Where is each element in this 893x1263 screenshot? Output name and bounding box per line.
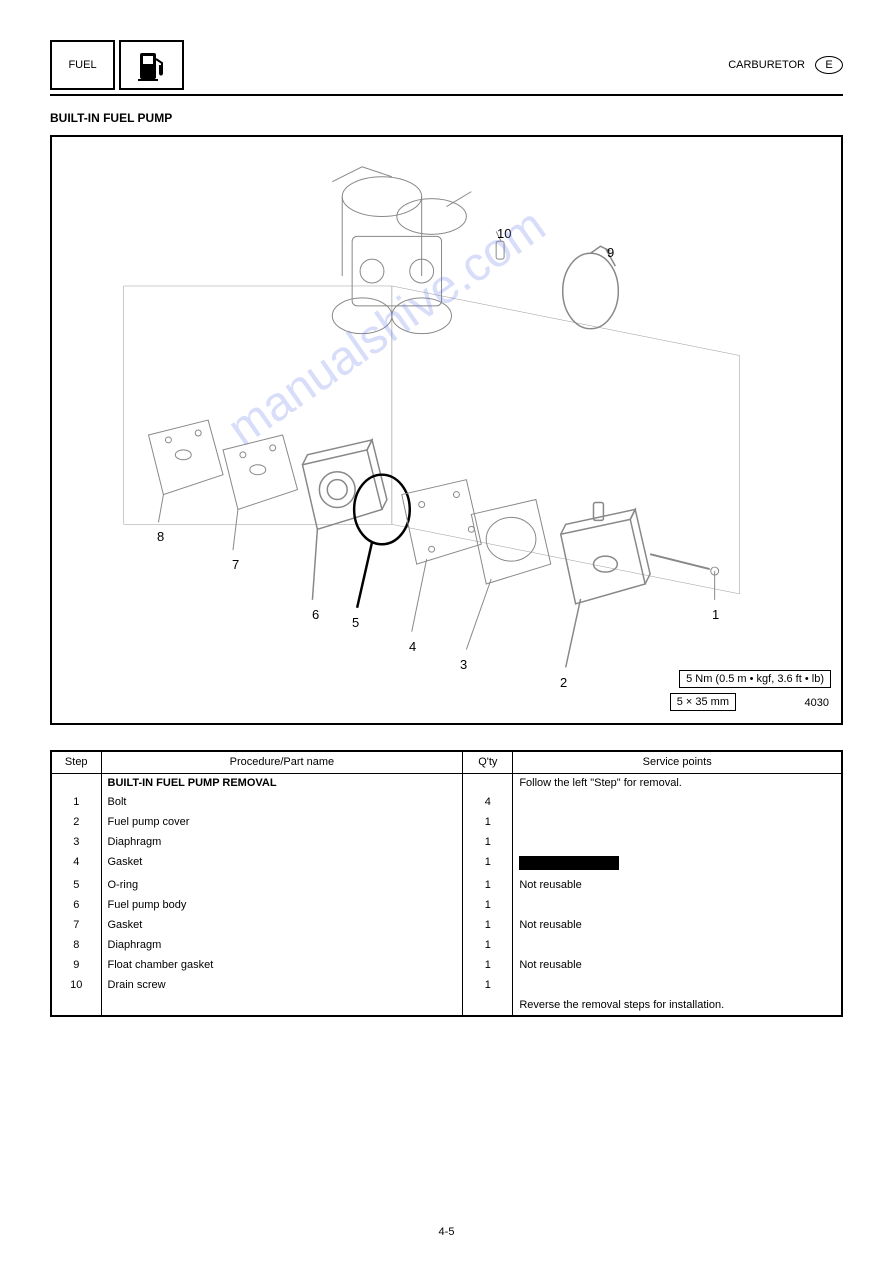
cell-step xyxy=(51,996,101,1016)
table-row: 2 Fuel pump cover 1 xyxy=(51,813,842,833)
cell-service xyxy=(513,853,842,876)
header-title: CARBURETOR xyxy=(184,59,815,71)
table-row: BUILT-IN FUEL PUMP REMOVAL Follow the le… xyxy=(51,773,842,793)
cell-procedure: Float chamber gasket xyxy=(101,956,463,976)
cell-qty: 1 xyxy=(463,936,513,956)
cell-qty: 1 xyxy=(463,833,513,853)
cell-step: 1 xyxy=(51,793,101,813)
cell-step: 2 xyxy=(51,813,101,833)
cell-procedure: Gasket xyxy=(101,853,463,876)
table-row: 1 Bolt 4 xyxy=(51,793,842,813)
cell-service xyxy=(513,833,842,853)
cell-qty: 1 xyxy=(463,896,513,916)
cell-service xyxy=(513,896,842,916)
bolt-size: 5 × 35 mm xyxy=(670,693,736,711)
table-row: 3 Diaphragm 1 xyxy=(51,833,842,853)
cell-qty: 4 xyxy=(463,793,513,813)
header-step: Step xyxy=(51,751,101,773)
cell-qty xyxy=(463,773,513,793)
language-indicator: E xyxy=(815,56,843,74)
exploded-diagram: 10 9 8 7 6 5 4 3 2 1 5 Nm (0.5 m • kgf, … xyxy=(50,135,843,725)
cell-procedure: BUILT-IN FUEL PUMP REMOVAL xyxy=(101,773,463,793)
cell-step: 5 xyxy=(51,876,101,896)
header-qty: Q'ty xyxy=(463,751,513,773)
cell-qty: 1 xyxy=(463,876,513,896)
callout-4: 4 xyxy=(409,639,416,654)
cell-procedure: Gasket xyxy=(101,916,463,936)
table-row: 4 Gasket 1 xyxy=(51,853,842,876)
cell-procedure: Drain screw xyxy=(101,976,463,996)
cell-qty xyxy=(463,996,513,1016)
cell-step: 4 xyxy=(51,853,101,876)
cell-service xyxy=(513,936,842,956)
cell-qty: 1 xyxy=(463,976,513,996)
table-row: 6 Fuel pump body 1 xyxy=(51,896,842,916)
cell-service xyxy=(513,813,842,833)
cell-qty: 1 xyxy=(463,916,513,936)
cell-step xyxy=(51,773,101,793)
cell-service: Not reusable xyxy=(513,916,842,936)
callout-5: 5 xyxy=(352,615,359,630)
table-row: 10 Drain screw 1 xyxy=(51,976,842,996)
table-row: Reverse the removal steps for installati… xyxy=(51,996,842,1016)
callout-9: 9 xyxy=(607,245,614,260)
callout-8: 8 xyxy=(157,529,164,544)
section-code: FUEL xyxy=(68,59,96,71)
cell-procedure: O-ring xyxy=(101,876,463,896)
header-procedure: Procedure/Part name xyxy=(101,751,463,773)
cell-step: 7 xyxy=(51,916,101,936)
callout-2: 2 xyxy=(560,675,567,690)
cell-service: Not reusable xyxy=(513,876,842,896)
section-title: BUILT-IN FUEL PUMP xyxy=(50,111,843,125)
section-code-box: FUEL xyxy=(50,40,115,90)
page-number: 4-5 xyxy=(439,1226,455,1238)
callout-10: 10 xyxy=(497,226,511,241)
cell-procedure: Bolt xyxy=(101,793,463,813)
redacted-bar xyxy=(519,856,619,870)
cell-service xyxy=(513,793,842,813)
cell-qty: 1 xyxy=(463,956,513,976)
table-header-row: Step Procedure/Part name Q'ty Service po… xyxy=(51,751,842,773)
header-service: Service points xyxy=(513,751,842,773)
cell-service: Not reusable xyxy=(513,956,842,976)
callout-7: 7 xyxy=(232,557,239,572)
cell-procedure xyxy=(101,996,463,1016)
table-row: 7 Gasket 1 Not reusable xyxy=(51,916,842,936)
fuel-icon-box xyxy=(119,40,184,90)
cell-qty: 1 xyxy=(463,853,513,876)
cell-service: Reverse the removal steps for installati… xyxy=(513,996,842,1016)
cell-procedure: Diaphragm xyxy=(101,936,463,956)
table-row: 9 Float chamber gasket 1 Not reusable xyxy=(51,956,842,976)
table-row: 8 Diaphragm 1 xyxy=(51,936,842,956)
torque-spec: 5 Nm (0.5 m • kgf, 3.6 ft • lb) xyxy=(679,670,831,688)
diagram-svg xyxy=(52,137,841,723)
callout-1: 1 xyxy=(712,607,719,622)
cell-step: 3 xyxy=(51,833,101,853)
cell-step: 9 xyxy=(51,956,101,976)
cell-procedure: Fuel pump cover xyxy=(101,813,463,833)
cell-step: 6 xyxy=(51,896,101,916)
cell-service xyxy=(513,976,842,996)
cell-service: Follow the left "Step" for removal. xyxy=(513,773,842,793)
parts-table: Step Procedure/Part name Q'ty Service po… xyxy=(50,750,843,1017)
cell-step: 8 xyxy=(51,936,101,956)
page-header: FUEL CARBURETOR E xyxy=(50,40,843,96)
callout-3: 3 xyxy=(460,657,467,672)
cell-step: 10 xyxy=(51,976,101,996)
fuel-pump-icon xyxy=(134,47,170,83)
table-row: 5 O-ring 1 Not reusable xyxy=(51,876,842,896)
cell-qty: 1 xyxy=(463,813,513,833)
cell-procedure: Fuel pump body xyxy=(101,896,463,916)
diagram-code: 4030 xyxy=(805,697,829,709)
cell-procedure: Diaphragm xyxy=(101,833,463,853)
callout-6: 6 xyxy=(312,607,319,622)
